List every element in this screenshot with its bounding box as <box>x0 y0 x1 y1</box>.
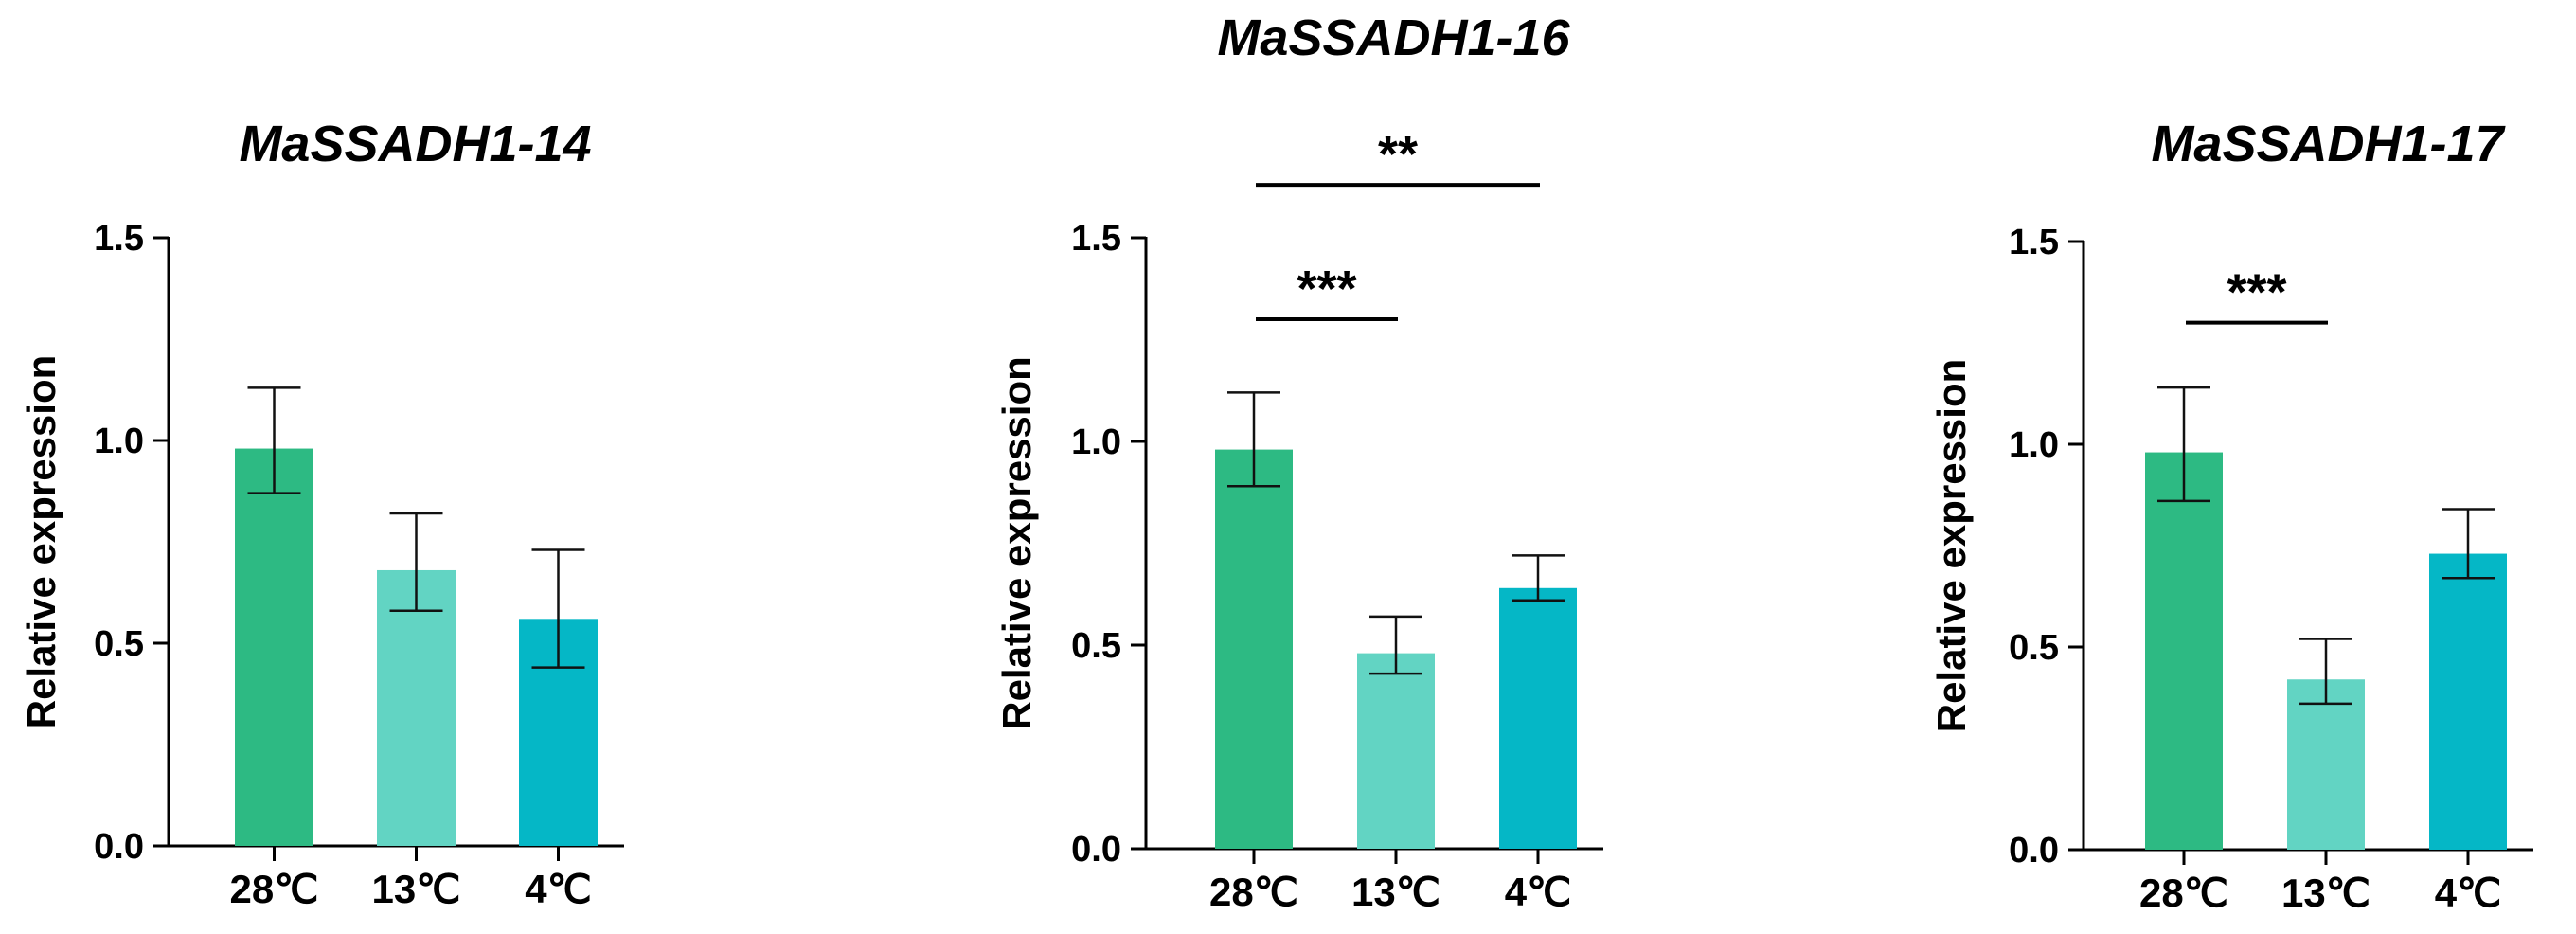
y-tick-label: 0.0 <box>94 827 144 867</box>
x-tick-label: 4℃ <box>2435 871 2502 915</box>
significance-label: ** <box>1378 126 1418 183</box>
y-tick-label: 1.0 <box>2009 425 2059 465</box>
chart-panel-3: MaSSADH1-17 Relative expression 0.0 0.5 1.0 1… <box>1929 116 2533 915</box>
bar <box>1357 653 1435 849</box>
chart-panel-2: MaSSADH1-16 Relative expression 0.0 0.5 1.0 1… <box>994 9 1603 914</box>
chart-title: MaSSADH1-17 <box>2151 116 2506 172</box>
significance-label: *** <box>2227 264 2286 321</box>
bar <box>1215 449 1293 849</box>
y-tick-label: 0.5 <box>94 624 144 664</box>
bar <box>235 448 313 846</box>
x-tick-label: 28℃ <box>230 867 319 911</box>
x-tick-label: 28℃ <box>2139 871 2228 915</box>
y-tick-label: 0.5 <box>2009 628 2059 668</box>
chart-panel-1: MaSSADH1-14 Relative expression 0.0 0.5 1.0 1… <box>19 116 624 911</box>
y-axis-label: Relative expression <box>19 355 63 729</box>
x-tick-label: 13℃ <box>372 867 461 911</box>
x-tick-label: 4℃ <box>525 867 592 911</box>
chart-title: MaSSADH1-14 <box>239 116 591 172</box>
x-tick-label: 28℃ <box>1209 870 1298 914</box>
y-tick-label: 1.5 <box>94 219 144 259</box>
y-tick-label: 0.0 <box>1071 830 1121 870</box>
y-tick-label: 1.0 <box>94 422 144 461</box>
y-tick-label: 0.0 <box>2009 831 2059 871</box>
bar <box>2429 553 2507 850</box>
bar <box>2287 679 2365 850</box>
x-tick-label: 13℃ <box>2281 871 2370 915</box>
bar <box>377 569 456 846</box>
y-axis-label: Relative expression <box>1929 359 1974 733</box>
y-tick-label: 1.5 <box>2009 223 2059 262</box>
y-axis-label: Relative expression <box>994 356 1039 730</box>
y-tick-label: 1.5 <box>1071 219 1121 259</box>
bar <box>1499 587 1577 849</box>
bar <box>2145 452 2223 850</box>
y-tick-label: 0.5 <box>1071 626 1121 666</box>
x-tick-label: 13℃ <box>1351 870 1440 914</box>
significance-label: *** <box>1297 260 1356 317</box>
chart-title: MaSSADH1-16 <box>1217 9 1570 66</box>
y-tick-label: 1.0 <box>1071 422 1121 462</box>
x-tick-label: 4℃ <box>1505 870 1572 914</box>
